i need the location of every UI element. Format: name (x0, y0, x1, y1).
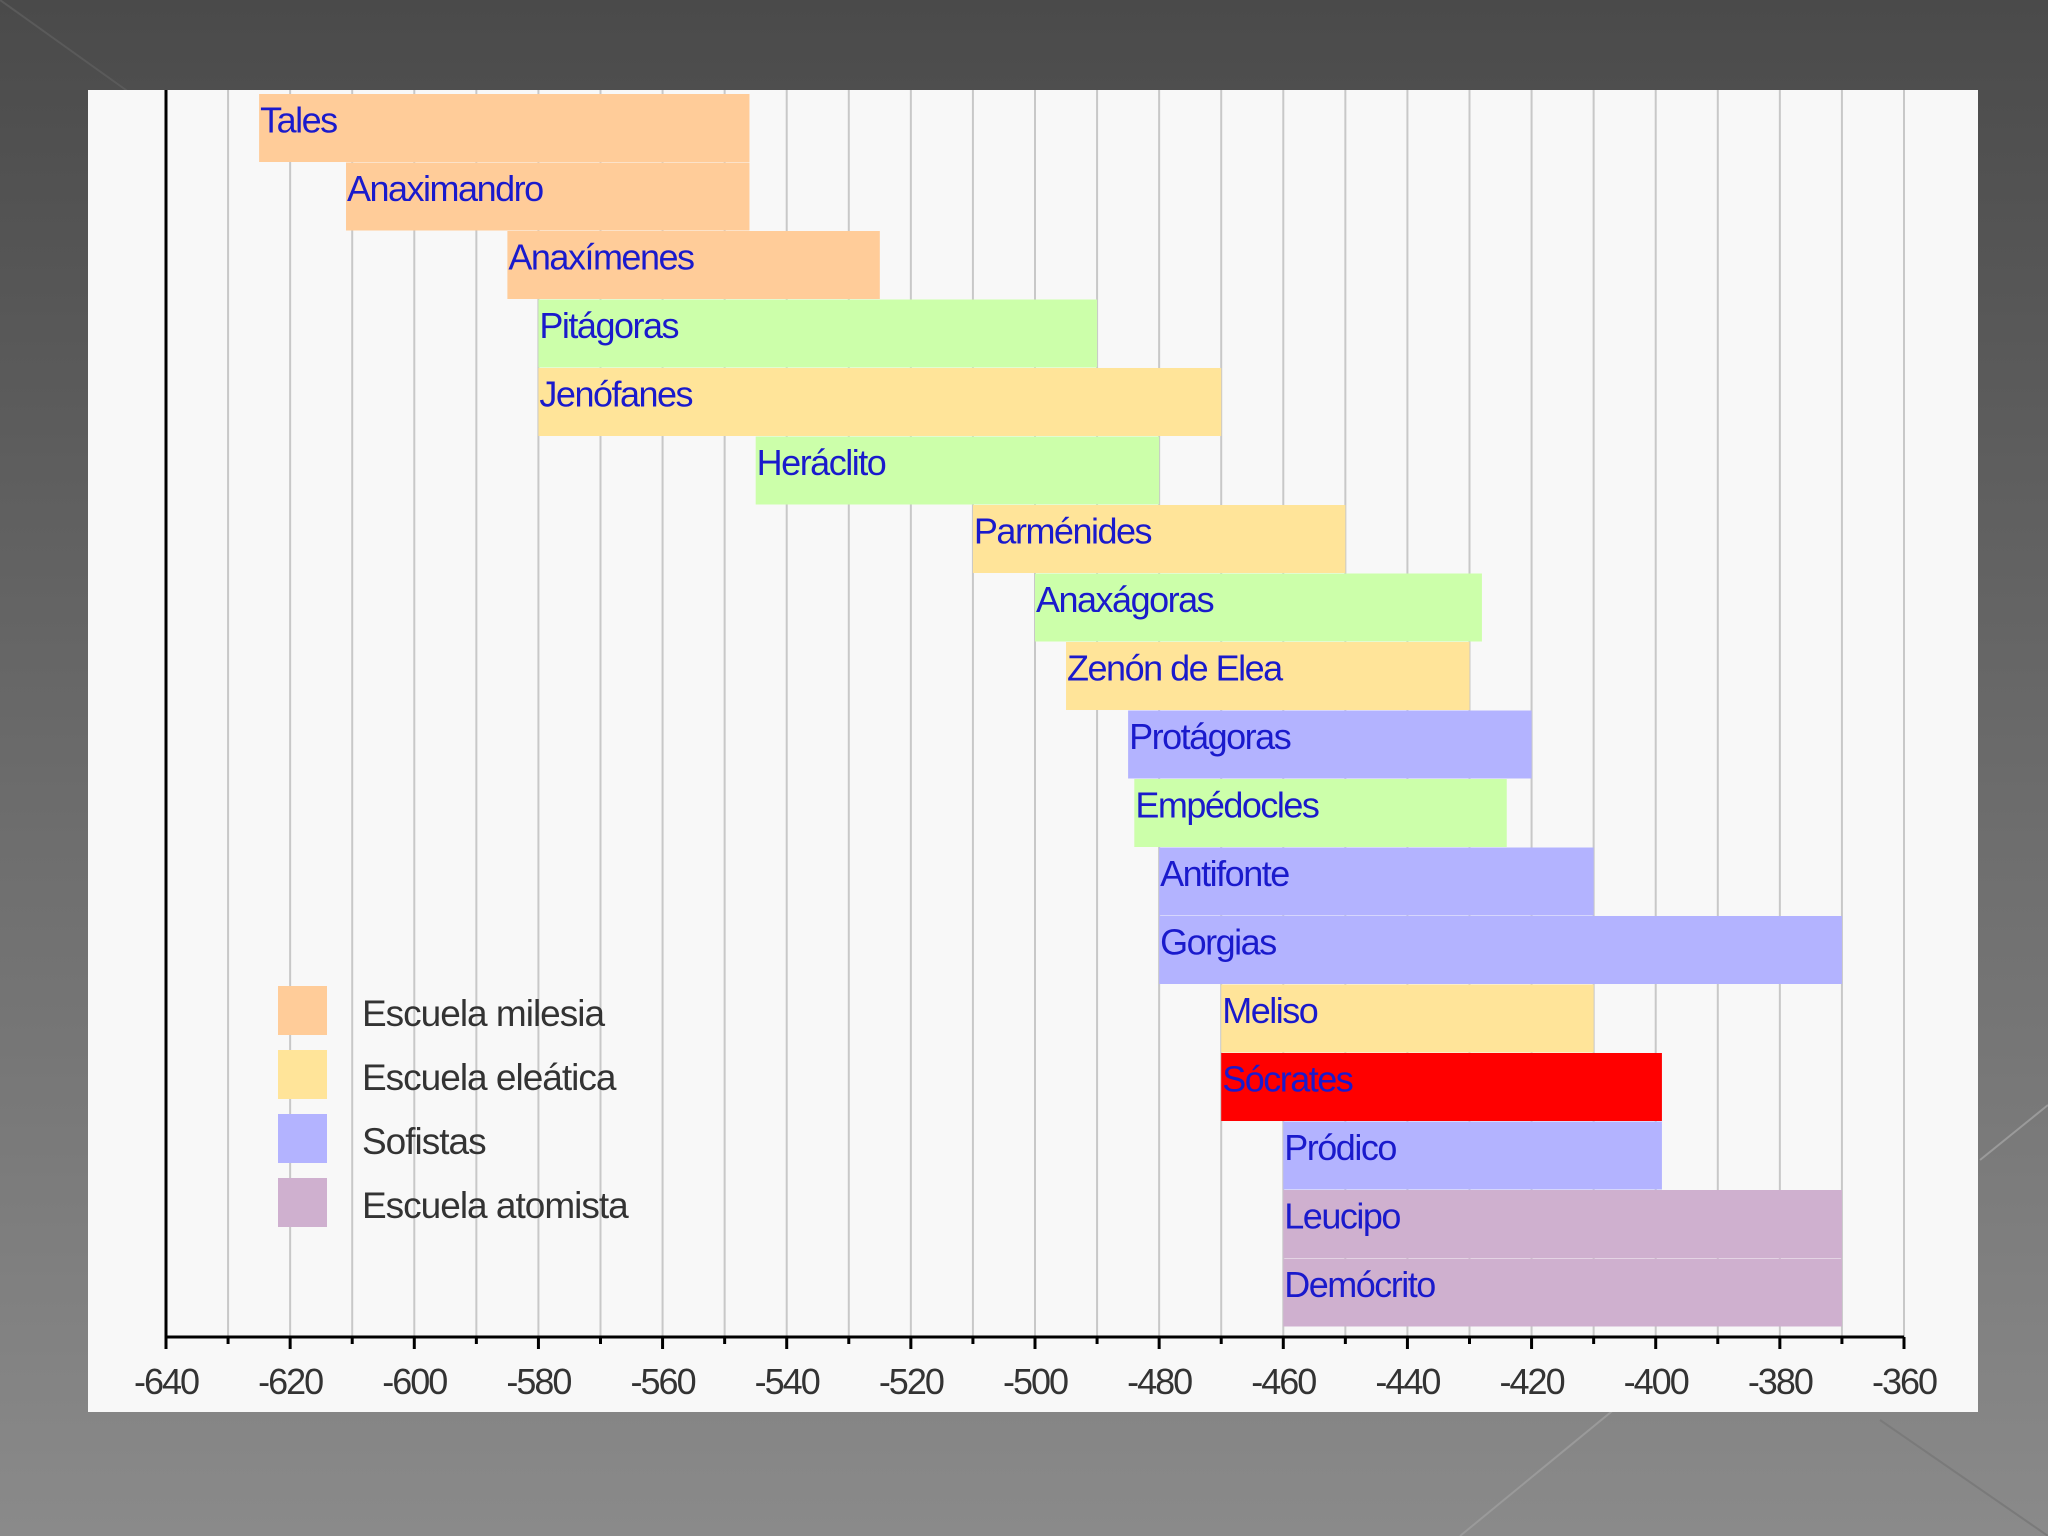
bar-parm-nides (972, 505, 1346, 573)
legend-label: Sofistas (362, 1121, 486, 1162)
bar-label: Empédocles (1135, 785, 1319, 826)
bar-label: Pitágoras (539, 305, 678, 346)
bar-gorgias (1159, 916, 1842, 984)
x-tick-label: -360 (1872, 1361, 1937, 1402)
x-tick-label: -580 (506, 1361, 571, 1402)
bar-emp-docles (1134, 779, 1507, 847)
bar-label: Meliso (1222, 990, 1318, 1031)
bar-anax-goras (1035, 573, 1482, 642)
bar-jen-fanes (538, 368, 1222, 436)
bar-label: Zenón de Elea (1067, 648, 1284, 689)
x-tick-label: -460 (1251, 1361, 1316, 1402)
x-tick-label: -440 (1375, 1361, 1440, 1402)
bar-dem-crito (1283, 1258, 1842, 1327)
bar-zen-n-de-elea (1066, 642, 1470, 710)
legend: Escuela milesia Escuela eleática Sofistas E… (278, 986, 630, 1227)
legend-swatch (278, 1050, 327, 1099)
x-tick-label: -540 (755, 1361, 820, 1402)
bar-label: Sócrates (1222, 1059, 1353, 1100)
legend-label: Escuela milesia (362, 993, 605, 1034)
x-tick-label: -640 (134, 1361, 199, 1402)
bar-label: Demócrito (1284, 1264, 1435, 1305)
decor-line (0, 0, 141, 101)
x-tick-label: -500 (1003, 1361, 1068, 1402)
x-tick-label: -480 (1127, 1361, 1192, 1402)
bar-label: Protágoras (1129, 716, 1291, 757)
bar-anax-menes (507, 231, 880, 299)
decor-line (1979, 1104, 2048, 1161)
bar-label: Heráclito (757, 442, 886, 483)
x-tick-label: -620 (258, 1361, 323, 1402)
bar-prot-goras (1128, 710, 1532, 779)
decor-line (1879, 1419, 2048, 1536)
legend-swatch (278, 1114, 327, 1163)
bar-label: Leucipo (1284, 1196, 1400, 1237)
bar-label: Anaxágoras (1036, 579, 1214, 620)
bar-pit-goras (538, 299, 1098, 368)
bar-antifonte (1159, 847, 1594, 916)
bar-label: Gorgias (1160, 922, 1276, 963)
chart-panel: Tales Anaximandro Anaxímenes Pitágoras Jenóf… (88, 90, 1978, 1412)
bar-label: Jenófanes (539, 374, 692, 415)
legend-swatch (278, 1178, 327, 1227)
bar-label: Pródico (1284, 1127, 1396, 1168)
x-tick-label: -400 (1624, 1361, 1689, 1402)
bar-label: Antifonte (1160, 853, 1289, 894)
bar-label: Anaxímenes (508, 237, 694, 278)
bar-tales (259, 94, 750, 162)
x-tick-label: -600 (382, 1361, 447, 1402)
x-tick-label: -560 (631, 1361, 696, 1402)
bar-her-clito (755, 436, 1160, 505)
bar-anaximandro (346, 162, 750, 231)
legend-swatch (278, 986, 327, 1035)
bar-meliso (1221, 984, 1594, 1053)
bar-pr-dico (1283, 1121, 1662, 1190)
bar-s-crates (1221, 1053, 1662, 1121)
x-tick-label: -520 (879, 1361, 944, 1402)
legend-label: Escuela atomista (362, 1185, 629, 1226)
x-tick-label: -380 (1748, 1361, 1813, 1402)
bar-leucipo (1283, 1190, 1842, 1258)
bar-label: Parménides (974, 511, 1152, 552)
x-tick-label: -420 (1500, 1361, 1565, 1402)
legend-label: Escuela eleática (362, 1057, 617, 1098)
axes: -640 -620 -600 -580 -560 -540 -520 -500 -480 -460… (134, 90, 1939, 1402)
bar-label: Anaximandro (347, 168, 543, 209)
bar-label: Tales (260, 100, 337, 141)
